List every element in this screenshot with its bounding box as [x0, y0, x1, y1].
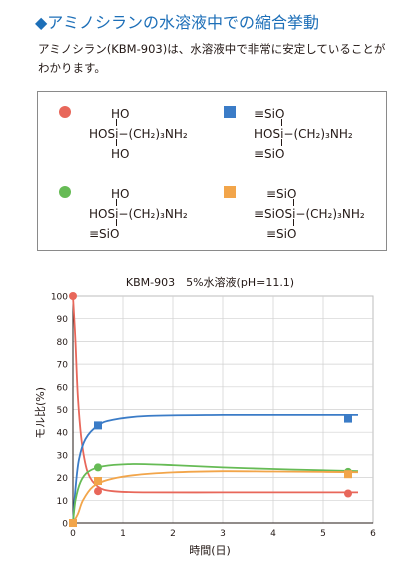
formula-line-bottom: HO: [111, 147, 130, 161]
y-tick-label: 70: [57, 361, 69, 371]
structure-formula: HO HOSi−(CH₂)₃NH₂ ≡SiO: [89, 184, 188, 244]
y-tick-label: 20: [57, 474, 69, 484]
y-tick-label: 40: [57, 429, 69, 439]
formula-line-middle: ≡SiOSi−(CH₂)₃NH₂: [254, 207, 365, 221]
section-title: ◆アミノシランの水溶液中での縮合挙動: [35, 13, 319, 32]
chart-grid: [72, 295, 374, 524]
series-line-4: [72, 470, 359, 524]
formula-line-top: HO: [111, 107, 130, 121]
x-tick-label: 5: [320, 529, 326, 539]
data-point-series-4: [69, 519, 77, 527]
green-circle-marker: [59, 186, 71, 198]
y-tick-label: 50: [57, 406, 69, 416]
y-tick-label: 0: [62, 520, 68, 530]
data-point-series-3: [94, 463, 102, 472]
y-tick-label: 90: [57, 315, 69, 325]
chart-series-lines: [72, 295, 359, 524]
chart-tick-labels: 0 10 20 30 40 50 60 70 80 90 100 0 1 2 3 4 5 6: [51, 293, 376, 540]
blue-square-marker: [224, 106, 236, 118]
legend-item-t1-silanol: HO HOSi−(CH₂)₃NH₂ ≡SiO: [59, 184, 229, 244]
structure-formula: HO HOSi−(CH₂)₃NH₂ HO: [89, 104, 188, 164]
formula-line-top: ≡SiO: [254, 107, 285, 121]
molar-ratio-chart: KBM-903 5%水溶液(pH=11.1) 01020304050607080…: [34, 275, 376, 557]
y-axis-label: モル比(%): [34, 387, 47, 439]
y-tick-label: 10: [57, 497, 69, 507]
legend-item-t3-siloxane: ≡SiO ≡SiOSi−(CH₂)₃NH₂ ≡SiO: [224, 184, 394, 244]
data-point-series-4: [94, 477, 102, 486]
x-tick-label: 2: [170, 529, 176, 539]
legend-item-silanol-triol: HO HOSi−(CH₂)₃NH₂ HO: [59, 104, 229, 164]
data-point-series-1: [69, 292, 77, 300]
x-tick-label: 1: [120, 529, 126, 539]
chart-axes: [72, 296, 373, 524]
structure-formula: ≡SiO HOSi−(CH₂)₃NH₂ ≡SiO: [254, 104, 353, 164]
formula-line-middle: HOSi−(CH₂)₃NH₂: [254, 127, 353, 141]
chart-title: KBM-903 5%水溶液(pH=11.1): [126, 275, 294, 289]
formula-line-bottom: ≡SiO: [89, 227, 120, 241]
series-line-2: [72, 413, 358, 524]
x-tick-label: 4: [270, 529, 276, 539]
structure-legend: HO HOSi−(CH₂)₃NH₂ HO ≡SiO HOSi−(CH₂)₃NH₂…: [37, 91, 387, 251]
x-tick-label: 0: [70, 529, 76, 539]
y-tick-label: 30: [57, 451, 69, 461]
orange-square-marker: [224, 186, 236, 198]
data-point-series-4: [344, 470, 352, 479]
intro-text: アミノシラン(KBM-903)は、水溶液中で非常に安定していることがわかります。: [38, 42, 386, 75]
red-circle-marker: [59, 106, 71, 118]
structure-formula: ≡SiO ≡SiOSi−(CH₂)₃NH₂ ≡SiO: [254, 184, 365, 244]
x-tick-label: 3: [220, 529, 226, 539]
x-tick-label: 6: [370, 529, 376, 539]
formula-line-bottom: ≡SiO: [266, 227, 297, 241]
data-point-series-2: [344, 414, 352, 423]
series-line-1: [72, 295, 358, 494]
data-point-series-1: [94, 487, 102, 496]
formula-line-middle: HOSi−(CH₂)₃NH₂: [89, 207, 188, 221]
y-tick-label: 80: [57, 338, 69, 348]
x-axis-label: 時間(日): [189, 544, 231, 557]
legend-item-t2-silanol: ≡SiO HOSi−(CH₂)₃NH₂ ≡SiO: [224, 104, 394, 164]
data-point-series-1: [344, 489, 352, 498]
formula-line-middle: HOSi−(CH₂)₃NH₂: [89, 127, 188, 141]
data-point-series-2: [94, 421, 102, 430]
chart-data-markers: [69, 292, 352, 527]
series-line-3: [72, 463, 359, 524]
formula-line-top: ≡SiO: [266, 187, 297, 201]
formula-line-bottom: ≡SiO: [254, 147, 285, 161]
y-tick-label: 100: [51, 293, 68, 303]
y-tick-label: 60: [57, 383, 69, 393]
formula-line-top: HO: [111, 187, 130, 201]
